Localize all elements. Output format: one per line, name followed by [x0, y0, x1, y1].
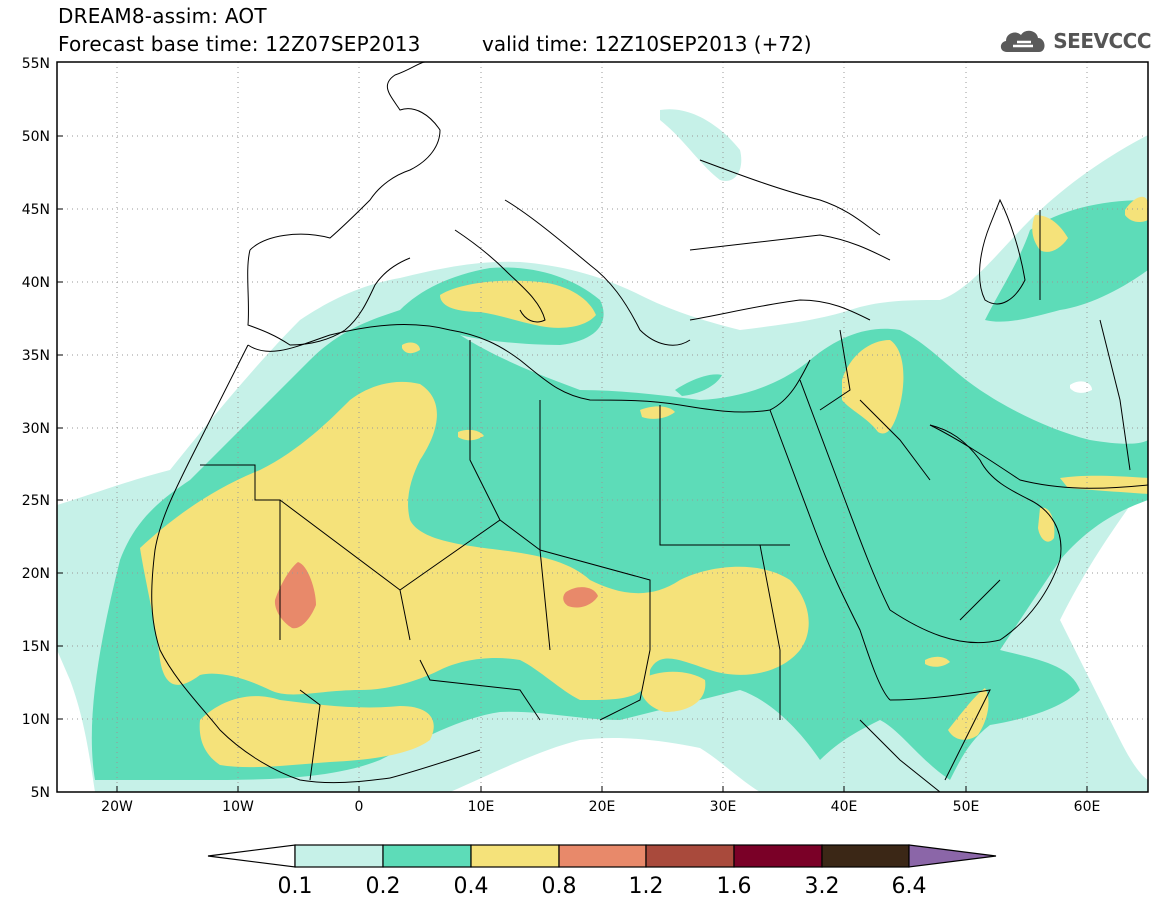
lat-label-45n: 45N — [22, 202, 50, 218]
coastlines-borders — [151, 62, 1148, 792]
lat-label-25n: 25N — [22, 493, 50, 509]
colorbar-label-0-4: 0.4 — [454, 874, 489, 899]
forecast-base-time: Forecast base time: 12Z07SEP2013 — [58, 32, 421, 56]
lon-label-40e: 40E — [831, 799, 858, 815]
aot-clear-areas — [57, 381, 1148, 792]
colorbar-label-1-2: 1.2 — [629, 874, 664, 899]
colorbar-bin-0-8 — [558, 844, 647, 868]
colorbar-label-6-4: 6.4 — [892, 874, 927, 899]
map-title: DREAM8-assim: AOT — [58, 4, 267, 28]
colorbar-label-0-1: 0.1 — [278, 874, 313, 899]
colorbar-min-arrow — [207, 844, 296, 868]
colorbar-labels: 0.1 0.2 0.4 0.8 1.2 1.6 3.2 6.4 — [278, 874, 927, 899]
lon-label-30e: 30E — [710, 799, 737, 815]
latitude-labels: 55N 50N 45N 40N 35N 30N 25N 20N 15N 10N … — [22, 56, 50, 801]
lat-label-30n: 30N — [22, 421, 50, 437]
lat-label-5n: 5N — [31, 785, 50, 801]
lon-label-20e: 20E — [589, 799, 616, 815]
lat-label-50n: 50N — [22, 129, 50, 145]
logo-text: SEEVCCC — [1053, 29, 1151, 53]
lon-label-0: 0 — [355, 799, 364, 815]
colorbar-label-0-2: 0.2 — [366, 874, 401, 899]
colorbar-bin-0-4 — [470, 844, 560, 868]
lat-label-35n: 35N — [22, 348, 50, 364]
seevccc-logo: SEEVCCC — [997, 26, 1151, 56]
lat-label-40n: 40N — [22, 275, 50, 291]
lat-label-20n: 20N — [22, 566, 50, 582]
lat-label-15n: 15N — [22, 639, 50, 655]
colorbar-bin-0-1 — [294, 844, 384, 868]
lat-label-55n: 55N — [22, 56, 50, 72]
lat-label-10n: 10N — [22, 712, 50, 728]
colorbar-bin-0-2 — [382, 844, 472, 868]
colorbar-label-0-8: 0.8 — [542, 874, 577, 899]
colorbar-label-1-6: 1.6 — [717, 874, 752, 899]
colorbar — [207, 844, 997, 868]
lon-label-20w: 20W — [101, 799, 133, 815]
aot-field — [57, 62, 1148, 792]
cloud-icon — [1001, 30, 1045, 52]
longitude-labels: 20W 10W 0 10E 20E 30E 40E 50E 60E — [101, 799, 1100, 815]
colorbar-label-3-2: 3.2 — [805, 874, 840, 899]
aot-level-0-4 — [140, 196, 1148, 768]
lon-label-60e: 60E — [1074, 799, 1101, 815]
colorbar-bin-3-2 — [821, 844, 910, 868]
valid-time: valid time: 12Z10SEP2013 (+72) — [482, 32, 812, 56]
lon-label-10w: 10W — [222, 799, 254, 815]
colorbar-max-arrow — [908, 844, 997, 868]
colorbar-bin-1-6 — [733, 844, 823, 868]
aot-level-0-8 — [274, 562, 598, 629]
tick-marks — [57, 135, 1088, 792]
lon-label-10e: 10E — [468, 799, 495, 815]
lon-label-50e: 50E — [953, 799, 980, 815]
graticule — [57, 62, 1148, 792]
colorbar-bin-1-2 — [645, 844, 735, 868]
